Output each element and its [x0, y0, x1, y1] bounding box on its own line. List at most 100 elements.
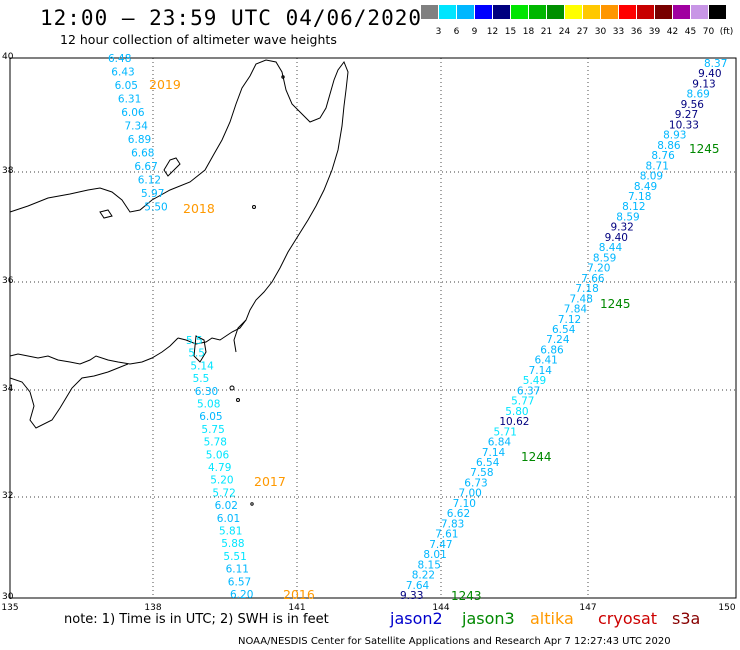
wave-height-label: 8.49 [634, 181, 657, 193]
scale-swatch [529, 5, 546, 19]
wave-height-label: 7.83 [441, 518, 464, 530]
wave-height-label: 9.40 [605, 232, 628, 244]
track-id-label: 1244 [521, 450, 552, 464]
wave-height-label: 5.51 [223, 551, 246, 563]
wave-height-label: 6.86 [540, 344, 564, 356]
lon-label-144: 144 [432, 603, 450, 613]
wave-height-label: 5.14 [190, 360, 214, 372]
track-year-label: 2016 [283, 587, 315, 602]
wave-height-label: 5.06 [206, 449, 230, 461]
scale-label: (ft) [719, 27, 734, 37]
scale-swatch [457, 5, 474, 19]
scale-swatch [691, 5, 708, 19]
wave-height-label: 6.02 [215, 500, 238, 512]
scale-swatch [475, 5, 492, 19]
wave-height-label: 8.12 [622, 201, 645, 213]
wave-height-label: 6.05 [115, 80, 138, 92]
wave-height-label: 8.71 [646, 160, 669, 172]
track-year-label: 2019 [149, 77, 181, 92]
wave-height-label: 5.5 [193, 373, 210, 385]
wave-height-label: 6.41 [534, 355, 557, 367]
wave-height-label: 8.93 [663, 130, 686, 142]
wave-height-label: 7.20 [587, 263, 610, 275]
wave-height-label: 7.64 [406, 580, 430, 592]
altimeter-tracks: 6.486.436.056.316.067.346.896.686.676.12… [108, 53, 727, 603]
wave-height-label: 8.22 [412, 570, 435, 582]
wave-height-label: 5.75 [201, 424, 224, 436]
wave-height-label: 8.59 [616, 211, 639, 223]
lat-label-34: 34 [2, 384, 14, 394]
legend-jason3: jason3 [462, 609, 515, 628]
wave-height-label: 6.11 [226, 564, 249, 576]
legend-cryosat: cryosat [598, 609, 658, 628]
scale-label: 6 [453, 27, 460, 37]
wave-height-label: 8.44 [599, 242, 623, 254]
wave-height-label: 9.27 [675, 109, 698, 121]
scale-label: 42 [666, 27, 679, 37]
scale-swatch [493, 5, 510, 19]
scale-label: 21 [540, 27, 553, 37]
wave-height-label: 6.12 [138, 175, 161, 187]
wave-height-label: 8.59 [593, 252, 616, 264]
scale-swatch [619, 5, 636, 19]
wave-height-label: 6.05 [199, 411, 222, 423]
scale-label: 27 [576, 27, 589, 37]
legend-s3a: s3a [672, 609, 701, 628]
scale-label: 24 [558, 27, 571, 37]
wave-height-label: 6.67 [134, 161, 157, 173]
wave-height-label: 6.30 [195, 386, 218, 398]
wave-height-label: 8.15 [418, 559, 441, 571]
wave-height-label: 6.48 [108, 53, 131, 65]
wave-height-label: 7.18 [575, 283, 598, 295]
wave-height-label: 6.68 [131, 148, 154, 160]
scale-swatch [511, 5, 528, 19]
scale-swatch [421, 5, 438, 19]
wave-height-label: 5.88 [221, 538, 244, 550]
wave-height-label: 9.40 [698, 68, 721, 80]
wave-height-label: 9.56 [681, 99, 705, 111]
wave-height-label: 8.09 [640, 171, 663, 183]
wave-height-label: 7.10 [453, 498, 476, 510]
wave-height-label: 5.81 [219, 526, 242, 538]
wave-height-label: 6.84 [488, 437, 512, 449]
wave-height-label: 5.20 [210, 475, 233, 487]
scale-label: 30 [594, 27, 607, 37]
lat-label-38: 38 [2, 166, 14, 176]
track-year-label: 2018 [183, 201, 215, 216]
lat-label-32: 32 [2, 491, 14, 501]
wave-height-label: 7.47 [429, 539, 452, 551]
scale-label: 45 [684, 27, 697, 37]
track-id-label: 1245 [689, 142, 720, 156]
wave-height-label: 9.33 [400, 590, 423, 602]
lat-label-40: 40 [2, 52, 14, 62]
map-subtitle: 12 hour collection of altimeter wave hei… [60, 32, 337, 47]
wave-height-label: 10.62 [499, 416, 529, 428]
scale-swatch [565, 5, 582, 19]
wave-height-label: 7.84 [564, 304, 588, 316]
scale-swatch [583, 5, 600, 19]
wave-height-label: 5.72 [212, 487, 235, 499]
lon-label-138: 138 [144, 603, 162, 613]
map-frame [9, 57, 737, 599]
lon-label-147: 147 [579, 603, 597, 613]
wave-height-label: 6.01 [217, 513, 240, 525]
wave-height-label: 6.73 [464, 477, 487, 489]
wave-height-label: 7.24 [546, 334, 570, 346]
scale-label: 33 [612, 27, 625, 37]
wave-height-label: 7.14 [529, 365, 553, 377]
wave-height-label: 8.69 [686, 89, 709, 101]
scale-label: 15 [504, 27, 517, 37]
wave-height-label: 10.33 [669, 119, 699, 131]
map-title: 12:00 – 23:59 UTC 04/06/2020 [40, 6, 423, 30]
wave-height-label: 7.18 [628, 191, 651, 203]
wave-height-label: 6.62 [447, 508, 470, 520]
wave-height-label: 7.12 [558, 314, 581, 326]
scale-swatch [709, 5, 726, 19]
scale-swatch [547, 5, 564, 19]
track-id-label: 1243 [451, 589, 482, 603]
scale-swatch [655, 5, 672, 19]
wave-height-label: 5.5 [188, 348, 205, 360]
wave-height-label: 5.78 [204, 437, 227, 449]
grid-lines [10, 58, 736, 598]
wave-height-label: 6.31 [118, 94, 141, 106]
